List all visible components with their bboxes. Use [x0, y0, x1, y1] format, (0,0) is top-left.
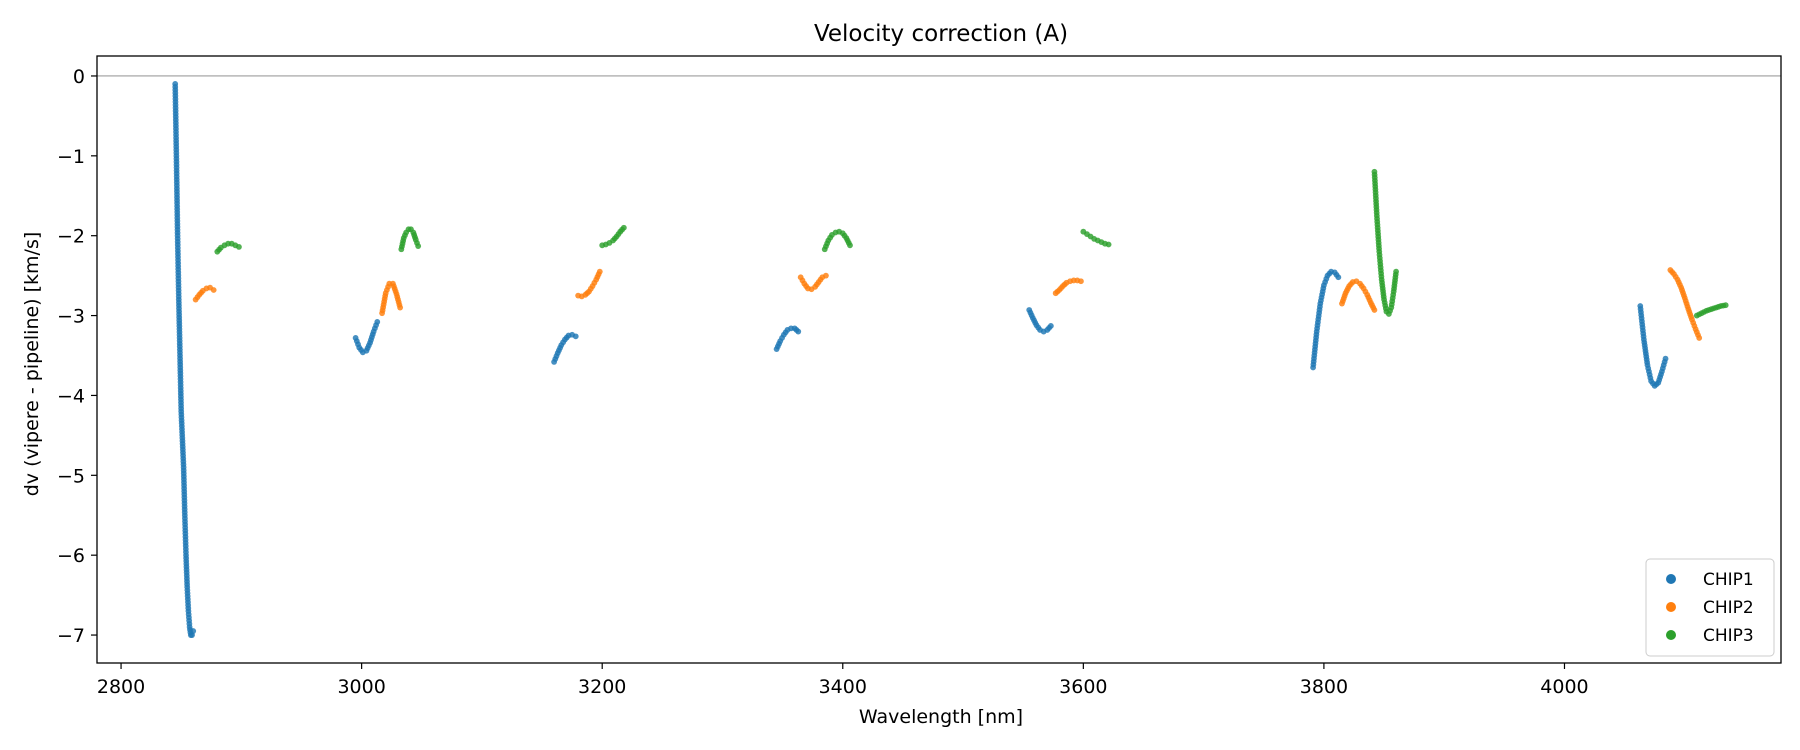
series-chip2 [192, 267, 1703, 341]
data-point [795, 328, 802, 335]
x-axis-ticks: 2800 3000 3200 3400 3600 3800 4000 [97, 663, 1589, 698]
legend-label: CHIP2 [1703, 598, 1754, 618]
y-tick-label: −1 [57, 146, 85, 168]
data-point [596, 268, 603, 275]
data-point [1393, 268, 1399, 275]
y-tick-label: −5 [57, 465, 85, 487]
data-point [1722, 302, 1729, 309]
x-axis-label: Wavelength [nm] [859, 706, 1023, 728]
y-tick-label: −2 [57, 226, 85, 248]
legend-marker [1666, 602, 1676, 612]
series-chip3 [214, 168, 1729, 319]
data-point [1047, 323, 1054, 329]
x-tick-label: 4000 [1540, 676, 1588, 698]
data-point [1696, 335, 1703, 341]
data-point [620, 224, 627, 231]
data-point [374, 319, 381, 325]
y-axis-label: dv (vipere - pipeline) [km/s] [21, 232, 43, 497]
data-point [823, 272, 829, 279]
data-point [1371, 307, 1378, 313]
data-point [190, 628, 197, 634]
plot-frame [96, 55, 1782, 664]
legend-marker [1666, 574, 1676, 584]
data-point [415, 243, 422, 249]
legend-marker [1666, 630, 1676, 640]
legend-box [1645, 558, 1775, 657]
x-tick-label: 3000 [337, 676, 385, 698]
series-chip1 [172, 81, 1669, 638]
y-tick-label: −3 [57, 306, 85, 328]
data-point [572, 333, 579, 340]
y-tick-label: −7 [57, 625, 85, 647]
data-point [1662, 355, 1669, 362]
data-point [1105, 241, 1112, 248]
x-tick-label: 3800 [1300, 676, 1348, 698]
data-point [397, 304, 404, 311]
x-tick-label: 3400 [819, 676, 867, 698]
y-tick-label: 0 [73, 66, 85, 88]
legend-label: CHIP1 [1703, 570, 1754, 590]
data-point [210, 287, 217, 293]
data-point [236, 243, 242, 250]
data-point [1335, 274, 1342, 281]
y-axis-ticks: 0 −1 −2 −3 −4 −5 −6 −7 [57, 66, 97, 647]
x-tick-label: 2800 [97, 676, 145, 698]
legend-label: CHIP3 [1703, 626, 1754, 646]
chart-title: Velocity correction (A) [814, 21, 1068, 47]
y-tick-label: −6 [57, 545, 85, 567]
x-tick-label: 3200 [578, 676, 626, 698]
plot-area [96, 55, 1782, 664]
legend: CHIP1 CHIP2 CHIP3 [1645, 558, 1775, 657]
y-tick-label: −4 [57, 385, 85, 407]
data-point [847, 242, 853, 249]
x-tick-label: 3600 [1059, 676, 1107, 698]
data-points [172, 81, 1729, 638]
data-point [1078, 278, 1084, 285]
